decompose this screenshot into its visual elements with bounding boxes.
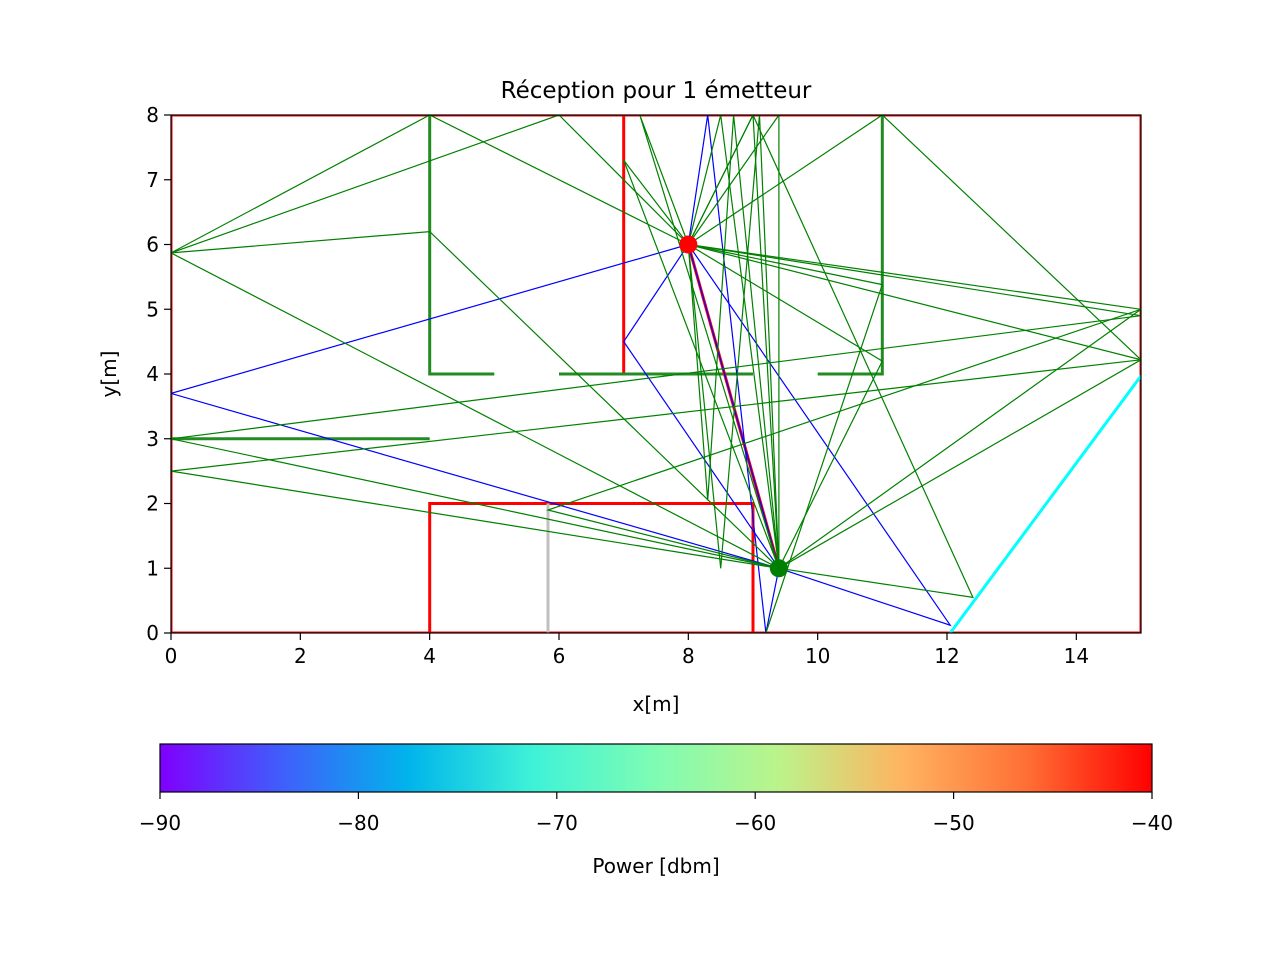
colorbar-tick-label: −90 bbox=[139, 811, 181, 835]
x-tick-label: 8 bbox=[682, 644, 695, 668]
ray-6 bbox=[171, 115, 780, 569]
colorbar-tick-label: −60 bbox=[734, 811, 776, 835]
y-axis-ticks: 0 1 2 3 4 5 6 7 8 bbox=[146, 103, 171, 645]
ray-20 bbox=[687, 243, 884, 569]
y-tick-label: 5 bbox=[146, 297, 159, 321]
ray-18 bbox=[639, 115, 780, 569]
colorbar-frame bbox=[159, 743, 1153, 793]
wall-3 bbox=[428, 115, 495, 376]
ray-2 bbox=[687, 244, 952, 627]
ray-17 bbox=[687, 115, 780, 569]
ray-16 bbox=[687, 115, 974, 599]
colorbar-tick-label: −70 bbox=[536, 811, 578, 835]
y-axis-label: y[m] bbox=[97, 351, 121, 398]
colorbar-gradient bbox=[160, 744, 1152, 792]
ray-7 bbox=[171, 115, 780, 569]
y-tick-label: 8 bbox=[146, 103, 159, 127]
receiver-point bbox=[769, 559, 788, 578]
x-axis-label: x[m] bbox=[633, 692, 680, 716]
y-tick-label: 7 bbox=[146, 168, 159, 192]
wall-2 bbox=[428, 502, 755, 633]
y-tick-label: 4 bbox=[146, 362, 159, 386]
ray-13 bbox=[687, 115, 780, 569]
y-tick-label: 2 bbox=[146, 492, 159, 516]
x-tick-label: 0 bbox=[165, 644, 178, 668]
colorbar-tick-label: −40 bbox=[1131, 811, 1173, 835]
ray-10 bbox=[687, 115, 1141, 569]
markers-layer bbox=[679, 235, 788, 578]
y-tick-label: 1 bbox=[146, 556, 159, 580]
ray-9 bbox=[171, 243, 1141, 569]
x-tick-label: 6 bbox=[553, 644, 566, 668]
wall-8 bbox=[948, 375, 1141, 633]
ray-21 bbox=[687, 115, 780, 569]
colorbar-tick-label: −80 bbox=[337, 811, 379, 835]
x-tick-label: 2 bbox=[294, 644, 307, 668]
emitter-point bbox=[679, 235, 698, 254]
chart-title: Réception pour 1 émetteur bbox=[501, 78, 812, 104]
y-tick-label: 0 bbox=[146, 621, 159, 645]
ray-12 bbox=[545, 243, 1141, 569]
ray-8 bbox=[171, 243, 1141, 569]
x-tick-label: 4 bbox=[423, 644, 436, 668]
ray-22 bbox=[778, 308, 1141, 569]
rays-layer bbox=[171, 115, 1141, 633]
walls-layer bbox=[171, 115, 1141, 633]
colorbar-tick-label: −50 bbox=[932, 811, 974, 835]
colorbar-label: Power [dbm] bbox=[592, 854, 719, 878]
y-tick-label: 6 bbox=[146, 233, 159, 257]
wall-5 bbox=[817, 115, 884, 376]
x-tick-label: 10 bbox=[805, 644, 830, 668]
y-tick-label: 3 bbox=[146, 427, 159, 451]
ray-1 bbox=[171, 243, 780, 569]
x-axis-ticks: 0 2 4 6 8 10 12 14 bbox=[165, 633, 1089, 668]
colorbar-ticks: −90 −80 −70 −60 −50 −40 bbox=[139, 792, 1173, 835]
x-tick-label: 14 bbox=[1064, 644, 1089, 668]
ray-19 bbox=[623, 159, 780, 569]
x-tick-label: 12 bbox=[934, 644, 959, 668]
ray-15 bbox=[687, 115, 780, 569]
